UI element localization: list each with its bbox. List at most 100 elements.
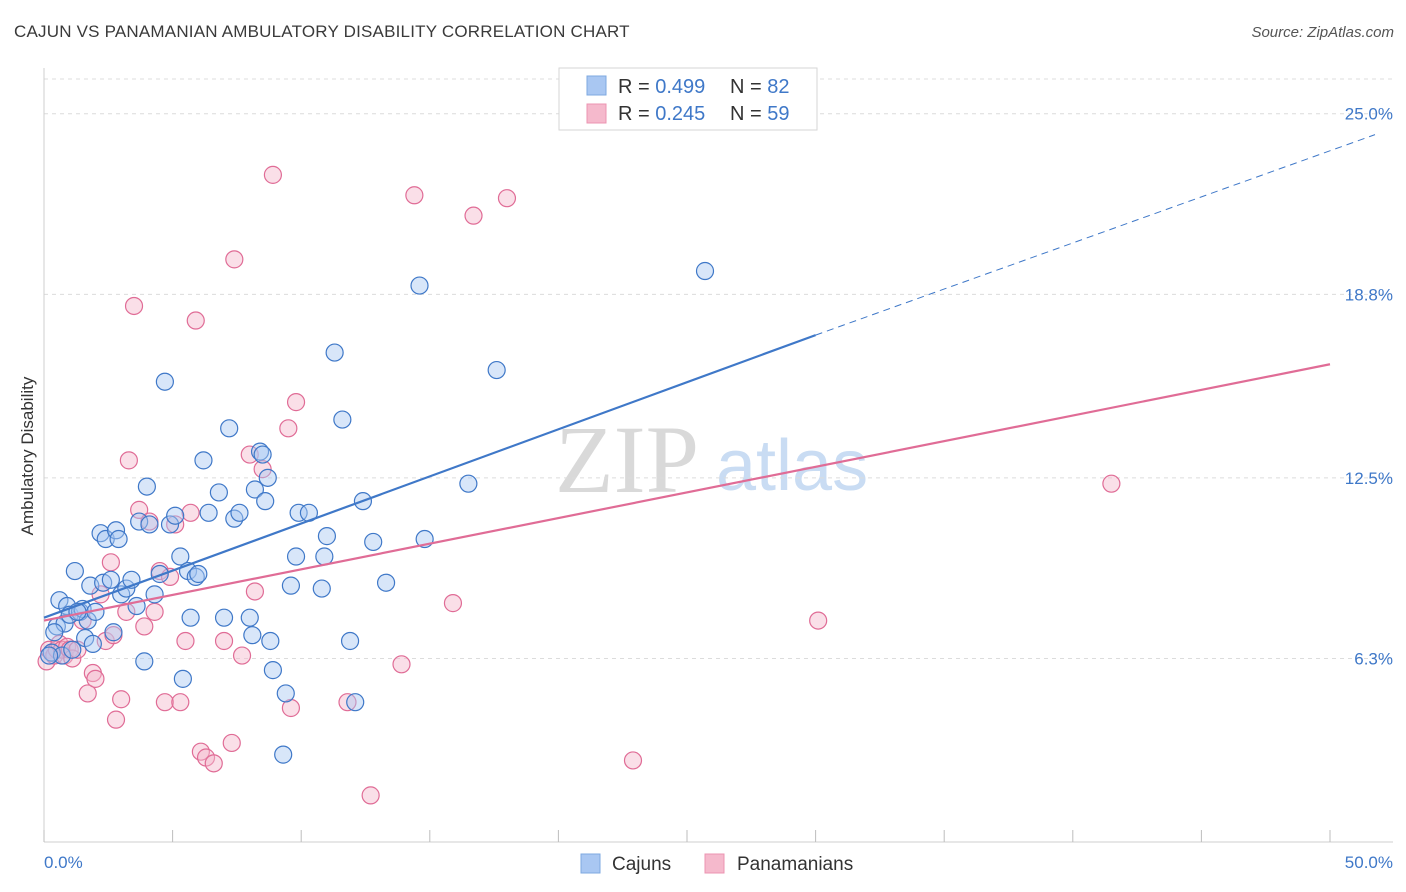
legend-panamanians-n-value: 59 — [767, 103, 789, 125]
legend-cajuns-n-label: N = — [730, 76, 767, 98]
panamanians-point — [186, 311, 205, 330]
panamanians-trend-line — [43, 363, 1331, 622]
cajuns-points — [40, 261, 715, 764]
cajuns-point — [258, 468, 277, 487]
cajuns-point — [91, 524, 110, 543]
panamanians-point — [443, 594, 463, 613]
watermark-atlas: atlas — [716, 426, 868, 506]
y-tick-label-6-3: 6.3% — [1354, 649, 1393, 668]
cajuns-point — [263, 661, 283, 680]
cajuns-point — [189, 564, 208, 584]
cajuns-point — [333, 410, 352, 429]
trend-lines — [43, 134, 1376, 622]
cajuns-point — [286, 547, 306, 566]
x-tick-label-max: 50.0% — [1345, 853, 1393, 872]
y-axis-title: Ambulatory Disability — [18, 376, 37, 535]
cajuns-point — [695, 261, 715, 281]
panamanians-point — [145, 602, 164, 621]
cajuns-point — [181, 608, 200, 627]
panamanians-point — [464, 206, 483, 225]
cajuns-point — [364, 532, 383, 552]
cajuns-point — [325, 343, 344, 362]
cajuns-point — [63, 640, 82, 659]
cajuns-point — [261, 631, 280, 651]
cajuns-point — [171, 547, 190, 566]
cajuns-point — [487, 360, 506, 380]
legend-cajuns-r-label: R = — [618, 76, 655, 98]
cajuns-point — [230, 503, 249, 522]
source-label: Source: ZipAtlas.com — [1251, 24, 1394, 41]
panamanians-point — [124, 296, 144, 316]
legend-panamanians-n-label: N = — [730, 103, 767, 125]
cajuns-point — [376, 573, 396, 592]
panamanians-point — [253, 460, 272, 479]
panamanians-point — [338, 693, 357, 712]
cajuns-point — [173, 669, 192, 688]
legend-panamanians-r-value: 0.245 — [655, 103, 705, 125]
legend-cajuns-swatch — [586, 75, 607, 96]
cajuns-point — [45, 623, 64, 642]
panamanians-point — [361, 786, 380, 805]
panamanians-point — [191, 742, 210, 761]
bottom-legend-cajuns-label: Cajuns — [612, 854, 671, 875]
cajuns-point — [101, 570, 120, 589]
panamanians-point — [155, 693, 174, 712]
panamanians-point — [222, 733, 241, 753]
panamanians-point — [1102, 474, 1121, 493]
y-tick-label-12-5: 12.5% — [1345, 469, 1393, 488]
bottom-legend-panamanians-swatch — [704, 853, 725, 874]
cajuns-trend-line — [43, 334, 816, 619]
panamanians-point — [497, 189, 517, 208]
legend-cajuns-n-value: 82 — [767, 76, 789, 98]
bottom-legend-cajuns-swatch — [580, 853, 601, 874]
panamanians-point — [225, 250, 244, 269]
cajuns-point — [289, 503, 308, 522]
legend-box: R = 0.499 N = 82 R = 0.245 N = 59 — [558, 67, 818, 131]
legend-panamanians-swatch — [586, 103, 607, 124]
cajuns-point — [137, 477, 156, 496]
panamanians-point — [112, 690, 131, 709]
panamanians-point — [809, 611, 828, 630]
panamanians-point — [101, 553, 120, 572]
panamanians-point — [135, 617, 154, 636]
panamanians-point — [106, 710, 126, 729]
cajuns-point — [109, 529, 128, 549]
cajuns-point — [104, 623, 123, 642]
panamanians-point — [176, 631, 195, 651]
panamanians-point — [279, 419, 298, 438]
cajuns-point — [214, 608, 234, 627]
cajuns-point — [340, 631, 360, 651]
cajuns-point — [160, 515, 180, 534]
cajuns-trend-extension — [815, 134, 1376, 336]
cajuns-point — [459, 474, 478, 493]
cajuns-point — [186, 567, 205, 586]
panamanians-point — [181, 503, 200, 522]
cajuns-point — [245, 480, 265, 499]
cajuns-point — [155, 372, 174, 391]
panamanians-point — [623, 751, 643, 770]
cajuns-point — [225, 509, 244, 528]
panamanians-point — [263, 165, 283, 184]
cajuns-point — [194, 451, 213, 470]
panamanians-point — [245, 582, 265, 601]
cajuns-point — [256, 492, 275, 511]
cajuns-point — [312, 579, 331, 598]
cajuns-point — [65, 561, 84, 581]
bottom-legend-panamanians-label: Panamanians — [737, 854, 853, 875]
panamanians-point — [232, 646, 252, 665]
chart-title: CAJUN VS PANAMANIAN AMBULATORY DISABILIT… — [14, 22, 630, 41]
cajuns-point — [130, 512, 149, 531]
cajuns-point — [166, 506, 185, 525]
cajuns-point — [83, 634, 102, 654]
panamanians-points — [37, 165, 1121, 805]
panamanians-point — [286, 393, 306, 412]
bottom-legend: Cajuns Panamanians — [580, 853, 853, 875]
y-tick-label-25-0: 25.0% — [1345, 105, 1393, 124]
panamanians-point — [86, 669, 105, 688]
cajuns-point — [274, 745, 293, 764]
cajuns-point — [199, 503, 218, 522]
legend-panamanians-r-label: R = — [618, 103, 655, 125]
cajuns-point — [52, 646, 72, 665]
